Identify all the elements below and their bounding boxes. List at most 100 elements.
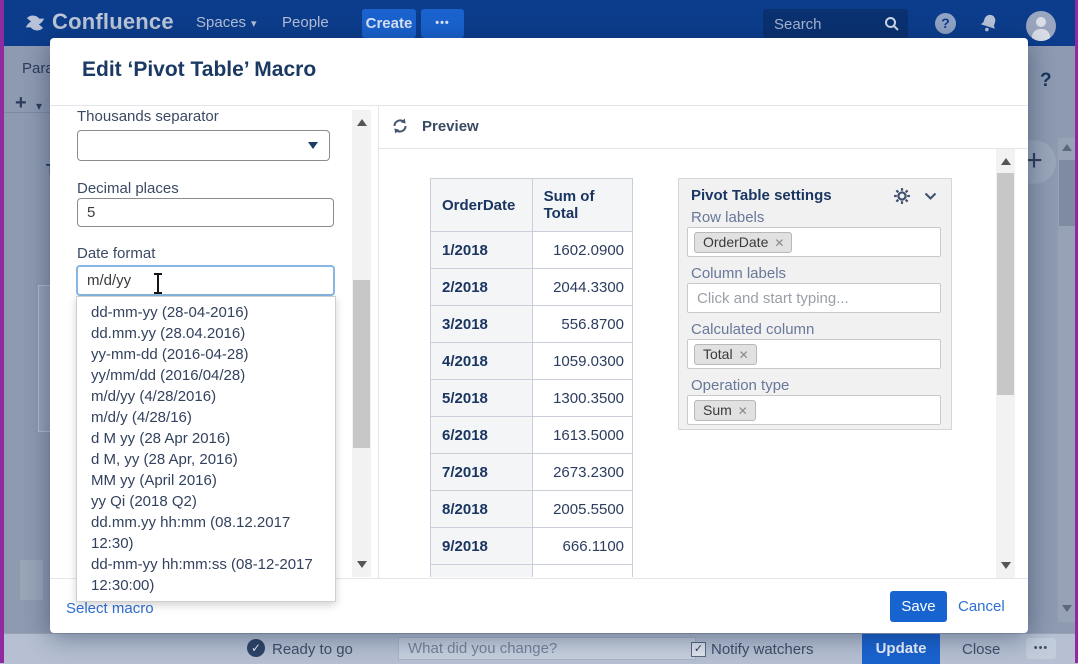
tag-label: Total <box>703 346 733 362</box>
row-label: 7/2018 <box>430 453 533 491</box>
remove-tag-icon[interactable]: ✕ <box>774 236 785 250</box>
row-value <box>531 564 633 577</box>
remove-tag-icon[interactable]: ✕ <box>738 348 749 362</box>
row-value: 666.1100 <box>531 527 633 565</box>
dialog-title: Edit ‘Pivot Table’ Macro <box>82 58 317 81</box>
row-value: 1059.0300 <box>531 342 633 380</box>
calculated-column-tag[interactable]: Total ✕ <box>694 344 757 365</box>
chevron-down-icon[interactable] <box>924 192 937 201</box>
date-format-option[interactable]: yy Qi (2018 Q2) <box>91 493 197 510</box>
help-icon[interactable]: ? <box>935 13 956 34</box>
form-scrollbar-thumb[interactable] <box>353 280 370 448</box>
pivot-settings-panel: Pivot Table settings Row labels OrderDat… <box>678 178 952 430</box>
page-scrollbar[interactable] <box>1058 138 1076 622</box>
table-row: 4/2018 1059.0300 <box>430 342 633 380</box>
thousands-separator-select[interactable] <box>77 130 330 161</box>
save-button[interactable]: Save <box>890 591 947 622</box>
search-icon[interactable] <box>884 16 900 32</box>
refresh-icon[interactable] <box>390 116 410 136</box>
form-scroll-down-icon[interactable] <box>357 561 367 568</box>
table-row: 1/2018 1602.0900 <box>430 231 633 269</box>
date-format-option[interactable]: dd.mm.yy (28.04.2016) <box>91 325 246 342</box>
date-format-option[interactable]: dd.mm.yy hh:mm (08.12.2017 12:30) <box>91 514 291 552</box>
preview-scroll-down-icon[interactable] <box>1001 562 1011 569</box>
table-row: 6/2018 1613.5000 <box>430 416 633 454</box>
page-statusbar: ✓ Ready to go ✓ Notify watchers Update C… <box>0 633 1078 664</box>
column-labels-input[interactable] <box>695 287 929 309</box>
preview-scroll-up-icon[interactable] <box>1001 158 1011 165</box>
brand-title[interactable]: Confluence <box>52 9 174 34</box>
row-label: 9/2018 <box>430 527 533 565</box>
date-format-input[interactable] <box>76 265 335 296</box>
form-scroll-up-icon[interactable] <box>357 119 367 126</box>
date-format-option[interactable]: m/d/y (4/28/16) <box>91 409 192 426</box>
operation-type-label: Operation type <box>691 377 790 394</box>
calculated-column-label: Calculated column <box>691 321 815 338</box>
page-scroll-down-icon[interactable] <box>1062 605 1072 612</box>
date-format-option[interactable]: d M, yy (28 Apr, 2016) <box>91 451 238 468</box>
date-format-option[interactable]: d M yy (28 Apr 2016) <box>91 430 231 447</box>
decimal-places-label: Decimal places <box>77 180 179 197</box>
nav-people[interactable]: People <box>282 14 329 31</box>
row-value: 1613.5000 <box>531 416 633 454</box>
row-labels-label: Row labels <box>691 209 765 226</box>
date-format-label: Date format <box>77 245 156 262</box>
cancel-button[interactable]: Cancel <box>958 598 1005 615</box>
update-button[interactable]: Update <box>862 634 940 664</box>
notify-watchers-checkbox[interactable]: ✓ <box>691 642 706 657</box>
dialog-header-divider <box>50 105 1028 106</box>
table-row: 8/2018 2005.5500 <box>430 490 633 528</box>
preview-scrollbar[interactable] <box>996 149 1015 578</box>
form-scrollbar[interactable] <box>352 110 371 577</box>
dropdown-arrow-icon <box>308 142 318 149</box>
background-panel-edge <box>20 560 43 600</box>
search-box[interactable] <box>763 9 908 38</box>
page-scrollbar-thumb[interactable] <box>1059 160 1075 226</box>
change-comment-input[interactable] <box>398 637 696 660</box>
row-label: 1/2018 <box>430 231 533 269</box>
avatar[interactable] <box>1026 11 1056 41</box>
avatar-head <box>1036 17 1046 27</box>
preview-scrollbar-thumb[interactable] <box>997 173 1014 395</box>
date-format-option[interactable]: dd-mm-yy hh:mm:ss (08-12-2017 12:30:00) <box>91 556 313 594</box>
close-button[interactable]: Close <box>962 641 1001 658</box>
notifications-icon[interactable] <box>975 9 1003 37</box>
row-labels-tag[interactable]: OrderDate ✕ <box>694 232 793 253</box>
row-label: 4/2018 <box>430 342 533 380</box>
select-macro-link[interactable]: Select macro <box>66 600 154 617</box>
decimal-places-input[interactable] <box>77 198 334 227</box>
row-labels-field[interactable]: OrderDate ✕ <box>687 227 941 257</box>
row-label: 6/2018 <box>430 416 533 454</box>
date-format-option[interactable]: MM yy (April 2016) <box>91 472 217 489</box>
page-scroll-up-icon[interactable] <box>1062 144 1072 151</box>
settings-title: Pivot Table settings <box>691 187 832 204</box>
thousands-separator-label: Thousands separator <box>77 108 219 125</box>
confluence-logo[interactable] <box>22 10 48 36</box>
gear-icon[interactable] <box>893 187 911 205</box>
row-label: 2/2018 <box>430 268 533 306</box>
calculated-column-field[interactable]: Total ✕ <box>687 339 941 369</box>
ready-check-icon: ✓ <box>247 639 265 657</box>
screen-edge-right <box>1075 0 1078 663</box>
edit-macro-dialog: Edit ‘Pivot Table’ Macro Thousands separ… <box>50 38 1028 633</box>
operation-type-field[interactable]: Sum ✕ <box>687 395 941 425</box>
remove-tag-icon[interactable]: ✕ <box>737 404 748 418</box>
table-row: 3/2018 556.8700 <box>430 305 633 343</box>
dialog-footer-divider <box>50 578 1028 579</box>
nav-spaces-label: Spaces <box>196 14 247 31</box>
date-format-option[interactable]: dd-mm-yy (28-04-2016) <box>91 304 249 321</box>
column-labels-field[interactable] <box>687 283 941 313</box>
search-input[interactable] <box>772 12 881 36</box>
statusbar-more-button[interactable]: ••• <box>1026 638 1056 659</box>
row-label <box>430 564 533 577</box>
date-format-option[interactable]: yy-mm-dd (2016-04-28) <box>91 346 249 363</box>
create-button[interactable]: Create <box>362 9 416 38</box>
date-format-option[interactable]: yy/mm/dd (2016/04/28) <box>91 367 246 384</box>
operation-type-tag[interactable]: Sum ✕ <box>694 400 756 421</box>
tag-label: Sum <box>703 402 732 418</box>
navbar-more-button[interactable]: ••• <box>421 9 464 38</box>
background-toolbar-divider <box>0 112 66 113</box>
nav-spaces[interactable]: Spaces ▾ <box>196 14 257 31</box>
preview-pane-divider <box>378 105 379 578</box>
date-format-option[interactable]: m/d/yy (4/28/2016) <box>91 388 217 405</box>
